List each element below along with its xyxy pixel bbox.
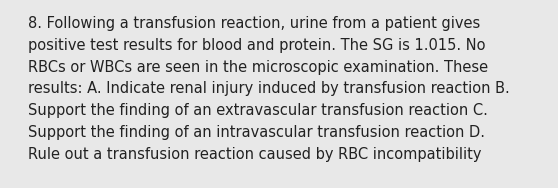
Text: Rule out a transfusion reaction caused by RBC incompatibility: Rule out a transfusion reaction caused b… (28, 147, 482, 162)
Text: results: A. Indicate renal injury induced by transfusion reaction B.: results: A. Indicate renal injury induce… (28, 81, 510, 96)
Text: Support the finding of an intravascular transfusion reaction D.: Support the finding of an intravascular … (28, 125, 485, 140)
Text: 8. Following a transfusion reaction, urine from a patient gives: 8. Following a transfusion reaction, uri… (28, 16, 480, 31)
Text: positive test results for blood and protein. The SG is 1.015. No: positive test results for blood and prot… (28, 38, 485, 53)
Text: RBCs or WBCs are seen in the microscopic examination. These: RBCs or WBCs are seen in the microscopic… (28, 60, 488, 75)
Text: Support the finding of an extravascular transfusion reaction C.: Support the finding of an extravascular … (28, 103, 488, 118)
